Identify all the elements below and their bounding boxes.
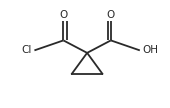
Text: O: O bbox=[59, 10, 67, 20]
Text: O: O bbox=[107, 10, 115, 20]
Text: OH: OH bbox=[142, 45, 158, 55]
Text: Cl: Cl bbox=[21, 45, 32, 55]
